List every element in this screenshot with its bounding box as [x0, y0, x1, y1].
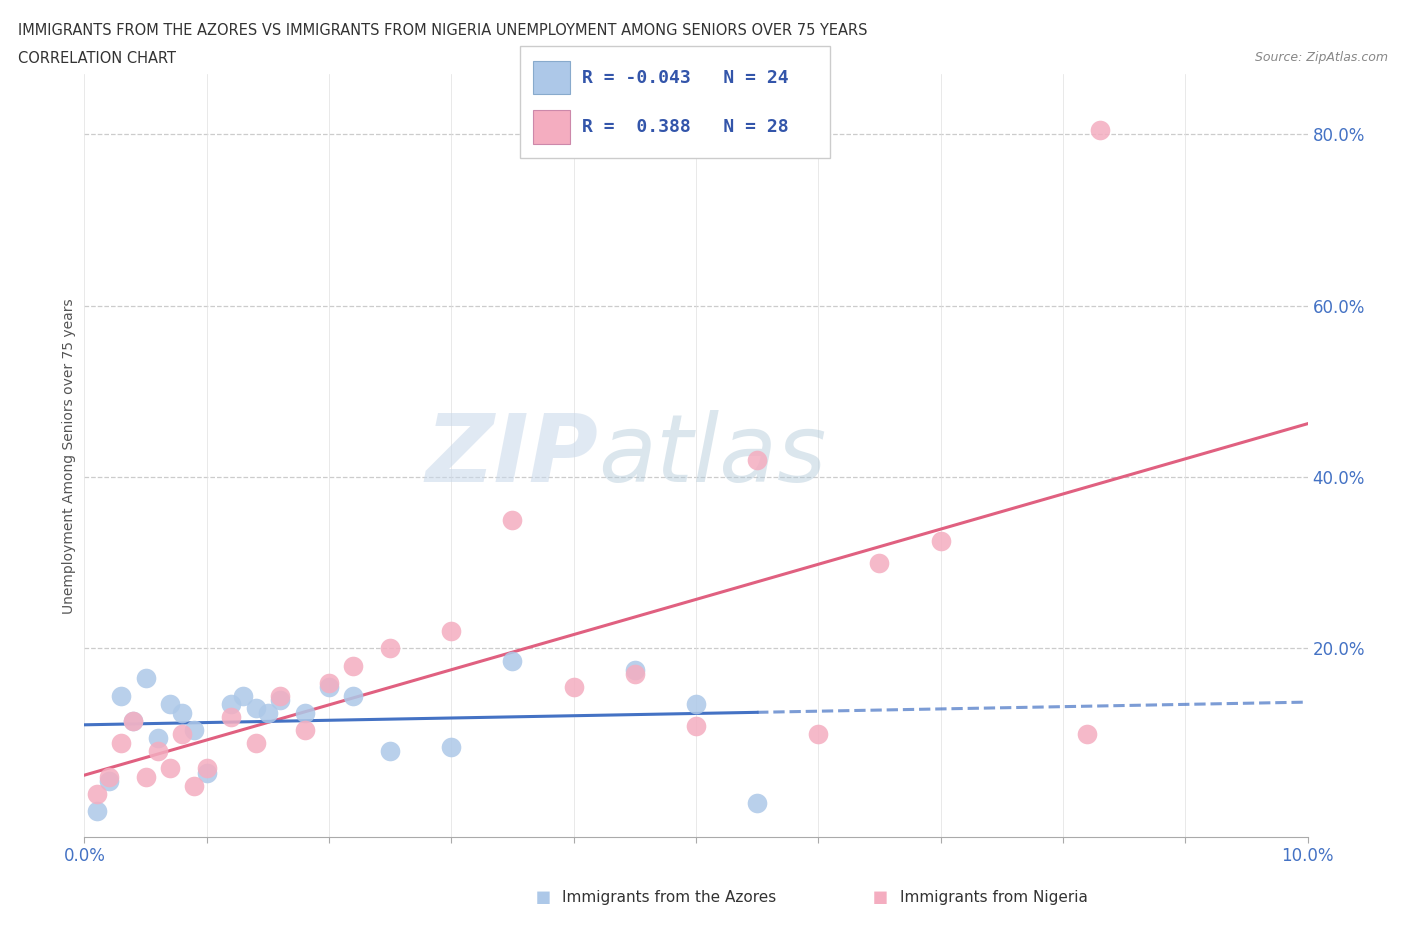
Point	[219, 710, 242, 724]
Point	[232, 688, 254, 703]
Point	[97, 774, 120, 789]
Text: Immigrants from Nigeria: Immigrants from Nigeria	[900, 890, 1088, 905]
Point	[747, 795, 769, 810]
Point	[502, 512, 524, 527]
Point	[97, 770, 120, 785]
Point	[257, 705, 280, 720]
Bar	[533, 61, 569, 95]
Text: R =  0.388   N = 28: R = 0.388 N = 28	[582, 118, 789, 136]
Text: Immigrants from the Azores: Immigrants from the Azores	[562, 890, 776, 905]
Point	[269, 688, 291, 703]
Point	[807, 726, 830, 741]
Point	[318, 675, 340, 690]
Point	[172, 726, 194, 741]
Point	[747, 453, 769, 468]
Point	[135, 770, 157, 785]
Point	[122, 714, 145, 729]
Text: ZIP: ZIP	[425, 410, 598, 501]
Text: atlas: atlas	[598, 410, 827, 501]
Point	[440, 739, 463, 754]
Point	[342, 688, 364, 703]
Point	[380, 744, 402, 759]
Point	[86, 787, 108, 802]
Point	[269, 693, 291, 708]
Point	[624, 667, 647, 682]
Point	[172, 705, 194, 720]
Text: R = -0.043   N = 24: R = -0.043 N = 24	[582, 69, 789, 86]
Text: CORRELATION CHART: CORRELATION CHART	[18, 51, 176, 66]
Point	[929, 534, 952, 549]
Point	[219, 697, 242, 711]
FancyBboxPatch shape	[520, 46, 830, 158]
Point	[869, 555, 891, 570]
Point	[294, 723, 316, 737]
Point	[1088, 123, 1111, 138]
Point	[294, 705, 316, 720]
Point	[502, 654, 524, 669]
Text: IMMIGRANTS FROM THE AZORES VS IMMIGRANTS FROM NIGERIA UNEMPLOYMENT AMONG SENIORS: IMMIGRANTS FROM THE AZORES VS IMMIGRANTS…	[18, 23, 868, 38]
Point	[685, 718, 707, 733]
Point	[183, 778, 205, 793]
Point	[685, 697, 707, 711]
Point	[159, 761, 181, 776]
Point	[122, 714, 145, 729]
Point	[624, 662, 647, 677]
Point	[183, 723, 205, 737]
Bar	[533, 110, 569, 143]
Point	[245, 736, 267, 751]
Point	[159, 697, 181, 711]
Point	[146, 744, 169, 759]
Point	[380, 641, 402, 656]
Point	[245, 701, 267, 716]
Point	[110, 688, 132, 703]
Point	[318, 680, 340, 695]
Text: Source: ZipAtlas.com: Source: ZipAtlas.com	[1254, 51, 1388, 64]
Text: ▪: ▪	[534, 885, 551, 910]
Point	[135, 671, 157, 686]
Point	[110, 736, 132, 751]
Point	[562, 680, 585, 695]
Y-axis label: Unemployment Among Seniors over 75 years: Unemployment Among Seniors over 75 years	[62, 298, 76, 614]
Point	[195, 765, 218, 780]
Point	[1076, 726, 1098, 741]
Point	[86, 804, 108, 818]
Point	[146, 731, 169, 746]
Point	[342, 658, 364, 673]
Point	[440, 624, 463, 639]
Point	[195, 761, 218, 776]
Text: ▪: ▪	[872, 885, 889, 910]
